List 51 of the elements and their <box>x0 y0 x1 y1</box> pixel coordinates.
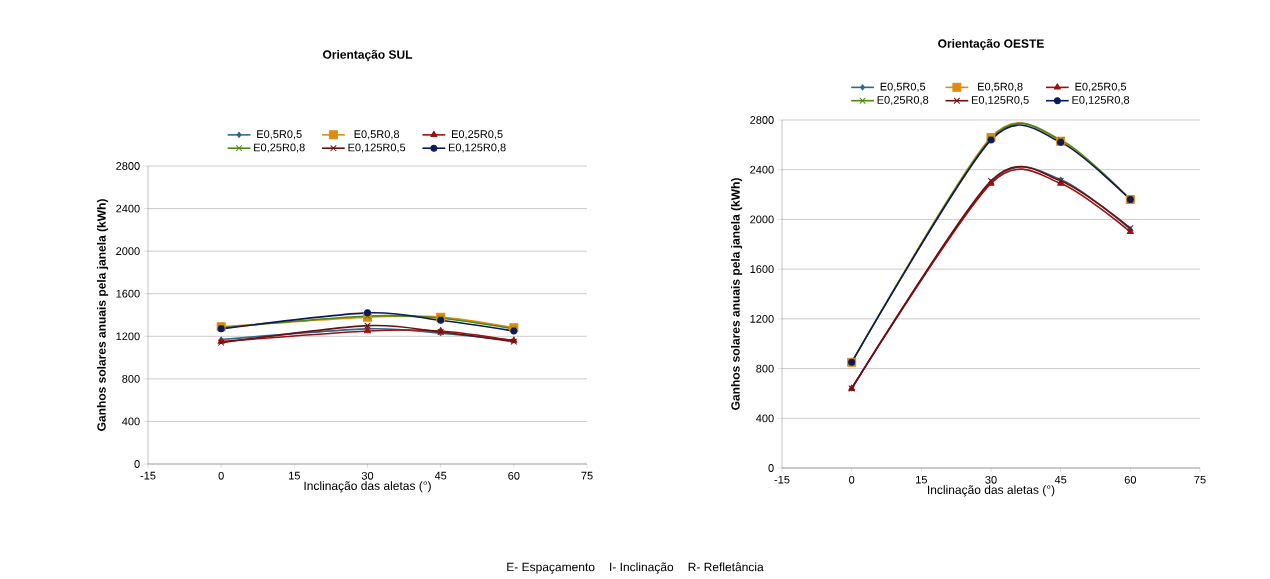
x-tick-label: 75 <box>1194 475 1206 484</box>
text: R- Refletância <box>688 562 764 572</box>
y-tick-label: 1200 <box>750 314 774 323</box>
legend-label: E0,125R0,8 <box>448 143 506 153</box>
chart-title: Orientação SUL <box>322 49 413 62</box>
y-tick-label: 0 <box>768 464 774 472</box>
y-axis-title: Ganhos solares anuais pela janela (kWh) <box>730 178 743 410</box>
text: E- Espaçamento <box>507 562 595 574</box>
y-tick-label: 2400 <box>116 204 140 213</box>
y-tick-label: 400 <box>756 414 774 423</box>
x-axis-title: Inclinação das aletas (°) <box>304 481 431 493</box>
y-tick-label: 1600 <box>750 265 774 274</box>
x-tick-label: -15 <box>774 475 790 484</box>
x-tick-label: 15 <box>916 475 927 484</box>
legend-label: E0,25R0,8 <box>877 96 929 106</box>
legend-label: E0,125R0,8 <box>1072 96 1130 106</box>
x-axis-title: Inclinação das aletas (°) <box>928 485 1055 497</box>
x-tick-label: 30 <box>361 471 374 480</box>
chart-title: Orientação OESTE <box>938 38 1044 51</box>
legend-label: E0,5R0,5 <box>257 130 302 140</box>
y-tick-label: 1600 <box>116 289 140 298</box>
legend-label: E0,125R0,5 <box>971 96 1029 106</box>
legend-label: E0,5R0,5 <box>880 82 926 92</box>
x-tick-label: 15 <box>289 471 300 480</box>
y-tick-label: 1200 <box>116 332 140 341</box>
text: I- Inclinação <box>610 562 674 574</box>
x-tick-label: 0 <box>849 475 855 484</box>
y-tick-label: 800 <box>756 364 774 373</box>
legend-label: E0,25R0,5 <box>1075 82 1127 92</box>
y-tick-label: 2800 <box>116 162 140 170</box>
y-tick-label: 800 <box>122 374 140 383</box>
y-tick-label: 0 <box>134 460 140 468</box>
x-tick-label: 45 <box>1054 475 1067 484</box>
x-tick-label: 60 <box>508 471 520 480</box>
y-tick-label: 400 <box>122 417 140 426</box>
legend-label: E0,125R0,5 <box>348 143 406 153</box>
x-tick-label: 75 <box>581 471 593 480</box>
legend-label: E0,25R0,5 <box>452 130 503 140</box>
y-tick-label: 2400 <box>750 165 774 174</box>
y-tick-label: 2000 <box>750 215 774 224</box>
y-tick-label: 2000 <box>116 247 140 256</box>
x-tick-label: -15 <box>140 471 156 480</box>
legend-label: E0,5R0,8 <box>354 130 400 140</box>
x-tick-label: 45 <box>434 471 447 480</box>
y-axis-title: Ganhos solares anuais pela janela (kWh) <box>96 199 109 431</box>
x-tick-label: 60 <box>1124 475 1137 484</box>
legend-label: E0,5R0,8 <box>978 82 1023 92</box>
legend-label: E0,25R0,8 <box>254 143 305 153</box>
y-tick-label: 2800 <box>750 116 774 124</box>
x-tick-label: 0 <box>218 471 224 480</box>
x-tick-label: 30 <box>985 475 997 484</box>
